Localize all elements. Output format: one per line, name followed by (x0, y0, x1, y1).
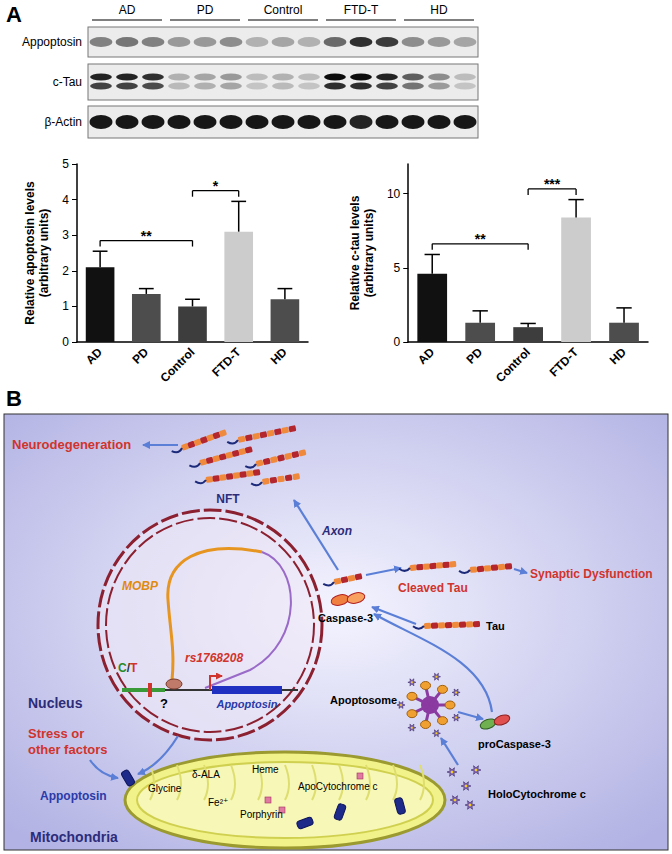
svg-text:Fe²⁺: Fe²⁺ (208, 797, 228, 808)
svg-text:AD: AD (83, 345, 105, 367)
svg-text:**: ** (475, 231, 486, 247)
svg-text:Relative apoptosin levels: Relative apoptosin levels (23, 181, 37, 325)
svg-text:PD: PD (463, 345, 485, 367)
svg-text:**: ** (141, 228, 152, 244)
svg-text:Relative c-tau levels: Relative c-tau levels (348, 195, 362, 310)
svg-text:B: B (6, 386, 22, 411)
svg-text:*: * (213, 178, 219, 194)
svg-text:HD: HD (268, 345, 290, 367)
svg-text:?: ? (160, 696, 168, 711)
svg-text:Caspase-3: Caspase-3 (318, 612, 373, 624)
svg-text:(arbitrary units): (arbitrary units) (37, 209, 51, 298)
svg-text:3: 3 (62, 228, 69, 242)
svg-text:Glycine: Glycine (148, 783, 182, 794)
svg-text:ApoCytochrome c: ApoCytochrome c (298, 781, 377, 792)
svg-text:Control: Control (264, 3, 303, 17)
svg-text:Mitochondria: Mitochondria (30, 829, 118, 845)
svg-text:proCaspase-3: proCaspase-3 (478, 738, 551, 750)
svg-text:Appoptosin: Appoptosin (22, 35, 82, 49)
svg-text:PD: PD (197, 3, 214, 17)
svg-text:Nucleus: Nucleus (28, 695, 83, 711)
svg-text:***: *** (544, 176, 561, 192)
svg-text:Porphyrin: Porphyrin (240, 809, 283, 820)
svg-text:other factors: other factors (28, 742, 107, 757)
svg-text:rs1768208: rs1768208 (185, 651, 243, 665)
svg-text:2: 2 (62, 264, 69, 278)
svg-text:HoloCytochrome c: HoloCytochrome c (488, 788, 586, 800)
svg-text:Stress or: Stress or (28, 726, 84, 741)
svg-text:(arbitrary units): (arbitrary units) (362, 209, 376, 298)
svg-text:AD: AD (119, 3, 136, 17)
svg-text:FTD-T: FTD-T (344, 3, 379, 17)
svg-text:Synaptic Dysfunction: Synaptic Dysfunction (530, 567, 653, 581)
svg-text:Control: Control (493, 345, 533, 385)
svg-text:5: 5 (62, 157, 69, 171)
svg-text:MOBP: MOBP (122, 579, 159, 593)
svg-text:Heme: Heme (252, 764, 279, 775)
svg-text:δ-ALA: δ-ALA (192, 769, 220, 780)
svg-text:Appoptosin: Appoptosin (215, 698, 277, 710)
svg-text:10: 10 (387, 187, 401, 201)
svg-text:C/T: C/T (118, 661, 138, 675)
svg-text:0: 0 (394, 335, 401, 349)
svg-text:AD: AD (415, 345, 437, 367)
svg-text:Control: Control (157, 345, 197, 385)
svg-text:Tau: Tau (486, 620, 505, 632)
svg-text:Cleaved Tau: Cleaved Tau (398, 581, 468, 595)
svg-text:FTD-T: FTD-T (547, 345, 582, 380)
svg-text:4: 4 (62, 193, 69, 207)
svg-text:Axon: Axon (321, 524, 352, 538)
svg-text:HD: HD (430, 3, 448, 17)
svg-text:0: 0 (62, 335, 69, 349)
svg-text:5: 5 (394, 261, 401, 275)
svg-text:HD: HD (607, 345, 629, 367)
svg-text:PD: PD (130, 345, 152, 367)
svg-text:FTD-T: FTD-T (209, 345, 244, 380)
svg-text:A: A (6, 2, 22, 27)
svg-text:β-Actin: β-Actin (44, 115, 82, 129)
svg-text:Apoptosome: Apoptosome (330, 694, 397, 706)
svg-text:NFT: NFT (216, 492, 240, 506)
svg-text:1: 1 (62, 299, 69, 313)
svg-text:c-Tau: c-Tau (53, 75, 82, 89)
svg-text:Neurodegeneration: Neurodegeneration (12, 437, 131, 452)
svg-text:Appoptosin: Appoptosin (40, 789, 107, 803)
